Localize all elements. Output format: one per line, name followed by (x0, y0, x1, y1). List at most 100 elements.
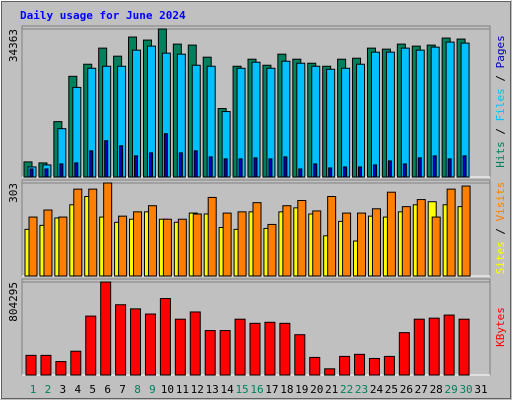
chart-title: Daily usage for June 2024 (20, 9, 186, 22)
bar (252, 202, 262, 277)
bar (55, 361, 67, 376)
legend-entry: Sites (494, 241, 507, 274)
bar (70, 350, 82, 376)
bar (115, 304, 127, 376)
bar (119, 145, 124, 178)
bar (357, 212, 367, 277)
bar (147, 205, 157, 277)
x-tick-label: 12 (191, 383, 204, 396)
bar (368, 357, 380, 376)
legend-separator: / (494, 221, 507, 241)
bar (219, 330, 231, 376)
bar (177, 218, 187, 277)
x-tick-label: 11 (176, 383, 189, 396)
bar (40, 354, 52, 376)
bar (74, 162, 79, 178)
bar (192, 213, 202, 277)
bar (461, 185, 471, 277)
x-tick-label: 26 (400, 383, 413, 396)
x-tick-label: 18 (280, 383, 293, 396)
bar (159, 298, 171, 376)
bar (282, 205, 292, 277)
bar (370, 51, 380, 178)
bar (400, 47, 410, 178)
bar (447, 158, 452, 178)
bar (296, 62, 306, 178)
bar (446, 188, 456, 277)
x-tick-label: 5 (89, 383, 96, 396)
x-tick-label: 30 (459, 383, 472, 396)
x-tick-label: 14 (221, 383, 235, 396)
y-tick-label: 34363 (7, 29, 20, 62)
x-tick-label: 21 (325, 383, 338, 396)
bar (268, 158, 273, 178)
bar (327, 196, 337, 277)
x-tick-label: 13 (206, 383, 219, 396)
x-tick-label: 1 (30, 383, 37, 396)
bar (385, 51, 395, 178)
legend-separator: / (494, 121, 507, 141)
bar (356, 63, 366, 178)
legend-entry: Hits (494, 141, 507, 168)
bar (324, 368, 336, 376)
legend: Hits / Files / Pages (494, 35, 507, 168)
bar (372, 164, 377, 178)
bar (309, 356, 321, 376)
bar (178, 152, 183, 178)
bar (354, 353, 366, 376)
legend: Sites / Visits (494, 182, 507, 275)
bar (44, 168, 49, 178)
bar (234, 318, 246, 376)
bar (238, 158, 243, 178)
bar (162, 218, 172, 277)
x-tick-label: 27 (415, 383, 428, 396)
bar (29, 168, 34, 178)
x-tick-label: 20 (310, 383, 323, 396)
y-tick-label: 303 (7, 183, 20, 203)
bar (283, 156, 288, 178)
bar (413, 318, 425, 376)
x-tick-label: 16 (250, 383, 263, 396)
bar (59, 163, 64, 178)
x-tick-label: 3 (60, 383, 67, 396)
bar (73, 188, 83, 277)
bar (207, 196, 217, 277)
bar (386, 191, 396, 277)
bar (163, 133, 168, 178)
bar (25, 354, 37, 376)
x-tick-label: 7 (119, 383, 126, 396)
bar (118, 215, 128, 277)
bar (328, 167, 333, 178)
bar (462, 155, 467, 178)
bar (458, 318, 470, 376)
bar (387, 160, 392, 178)
legend-entry: Files (494, 88, 507, 121)
bar (294, 334, 306, 376)
bar (104, 140, 109, 178)
bar (144, 313, 156, 376)
x-tick-label: 6 (104, 383, 111, 396)
x-tick-label: 4 (74, 383, 81, 396)
x-tick-label: 31 (474, 383, 487, 396)
bar (148, 152, 153, 178)
x-tick-label: 9 (149, 383, 156, 396)
bar (134, 155, 139, 178)
bar (312, 210, 322, 277)
x-tick-label: 8 (134, 383, 141, 396)
y-tick-label: 804295 (7, 282, 20, 322)
bar (189, 311, 201, 376)
legend-separator: / (494, 68, 507, 88)
bar (28, 216, 38, 277)
bar (85, 315, 97, 376)
bar (100, 281, 112, 376)
x-tick-label: 25 (385, 383, 398, 396)
bar (311, 65, 321, 178)
bar (249, 322, 261, 376)
bar (358, 166, 363, 178)
bar (103, 182, 113, 277)
bar (417, 157, 422, 178)
x-tick-label: 29 (445, 383, 458, 396)
legend-entry: Visits (494, 182, 507, 222)
